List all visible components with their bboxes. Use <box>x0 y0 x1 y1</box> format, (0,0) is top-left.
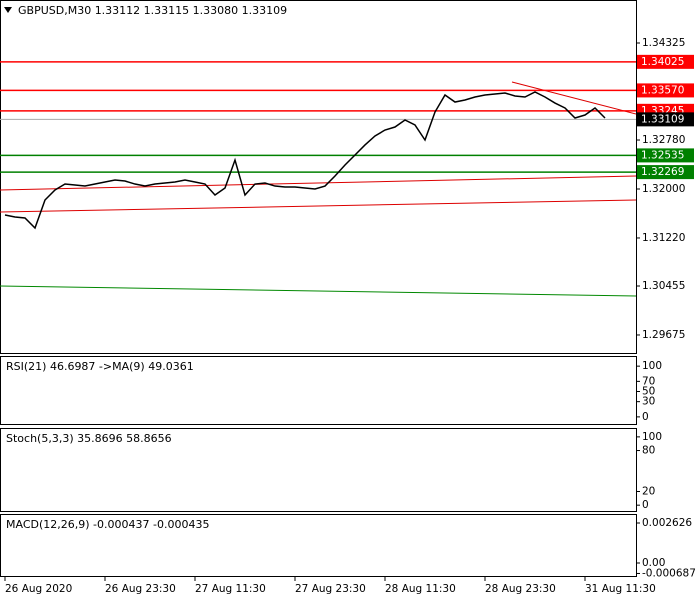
trend-line <box>511 81 637 115</box>
y-tick-label: 1.32780 <box>642 134 685 146</box>
menu-icon <box>4 7 12 13</box>
level-label: 1.32269 <box>641 166 684 178</box>
x-tick-label: 28 Aug 11:30 <box>385 583 456 595</box>
level-tag <box>637 148 694 163</box>
level-tag <box>637 83 694 98</box>
y-tick-label: 70 <box>642 375 655 387</box>
stoch-panel <box>0 428 637 512</box>
panel-title: Stoch(5,3,3) 35.8696 58.8656 <box>6 432 172 445</box>
x-tick-label: 31 Aug 11:30 <box>585 583 656 595</box>
y-tick-label: 1.31220 <box>642 232 685 244</box>
panel-title: MACD(12,26,9) -0.000437 -0.000435 <box>6 518 209 531</box>
trend-line <box>0 175 637 191</box>
y-tick-label: 30 <box>642 396 655 408</box>
y-tick-label: 1.30455 <box>642 280 685 292</box>
price-label: 1.33109 <box>641 113 684 125</box>
y-tick-label: 80 <box>642 445 655 457</box>
price-tag <box>637 112 694 127</box>
level-tag <box>637 165 694 180</box>
y-tick-label: 1.34325 <box>642 37 685 49</box>
trend-line <box>0 199 637 213</box>
x-tick-label: 27 Aug 11:30 <box>195 583 266 595</box>
main-panel <box>0 0 637 354</box>
level-tag <box>637 54 694 69</box>
rsi-panel <box>0 356 637 425</box>
price-line <box>4 91 606 230</box>
y-tick-label: 0.002626 <box>642 517 692 529</box>
trend-line <box>0 285 637 297</box>
y-tick-label: 20 <box>642 486 655 498</box>
level-label: 1.32535 <box>641 149 684 161</box>
x-tick-label: 28 Aug 23:30 <box>485 583 556 595</box>
y-tick-label: 1.32000 <box>642 183 685 195</box>
x-tick-label: 26 Aug 2020 <box>5 583 72 595</box>
level-label: 1.33570 <box>641 84 684 96</box>
x-tick-label: 26 Aug 23:30 <box>105 583 176 595</box>
panel-title: RSI(21) 46.6987 ->MA(9) 49.0361 <box>6 360 194 373</box>
level-label: 1.34025 <box>641 56 684 68</box>
x-tick-label: 27 Aug 23:30 <box>295 583 366 595</box>
y-tick-label: 0 <box>642 411 649 423</box>
panel-title: GBPUSD,M30 1.33112 1.33115 1.33080 1.331… <box>18 4 287 17</box>
y-tick-label: 1.29675 <box>642 329 685 341</box>
y-tick-label: 0.00 <box>642 557 665 569</box>
y-tick-label: 50 <box>642 386 655 398</box>
y-tick-label: -0.000687 <box>642 567 696 579</box>
macd-panel <box>0 514 637 577</box>
y-tick-label: 0 <box>642 499 649 511</box>
y-tick-label: 100 <box>642 360 662 372</box>
y-tick-label: 100 <box>642 431 662 443</box>
